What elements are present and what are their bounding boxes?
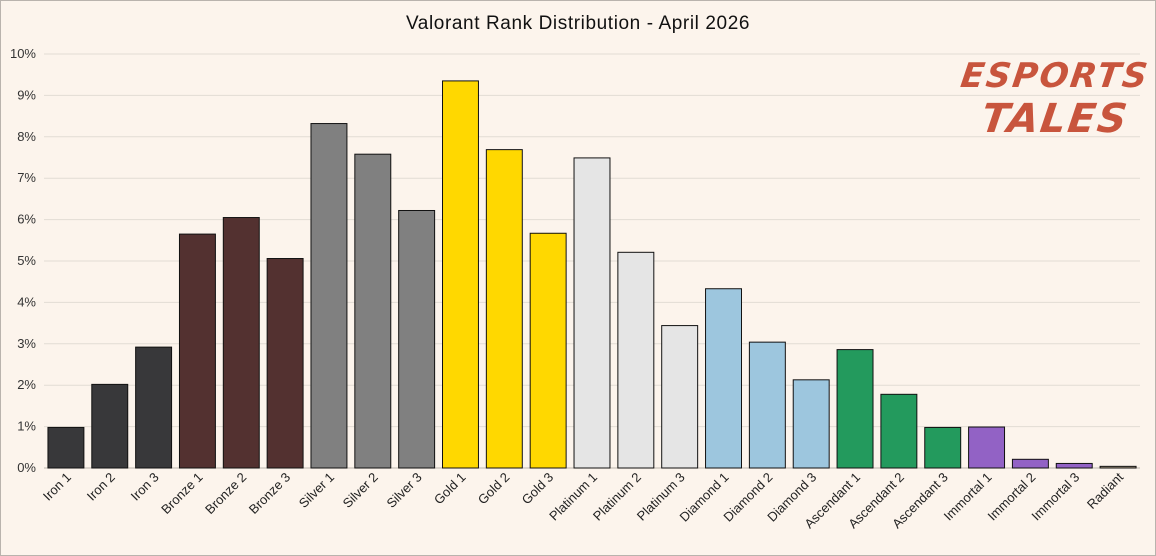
bar-silver-3 xyxy=(398,209,436,469)
bar-gold-1 xyxy=(442,80,479,469)
bar-iron-2 xyxy=(91,383,129,469)
x-tick-label: Immortal 3 xyxy=(1028,470,1082,524)
bar-immortal-2 xyxy=(1011,458,1049,469)
bar-platinum-1 xyxy=(573,157,611,469)
bar-iron-1 xyxy=(47,426,85,469)
x-tick-label: Bronze 3 xyxy=(246,470,293,517)
y-tick-label: 1% xyxy=(17,419,36,434)
x-tick-label: Silver 2 xyxy=(340,470,381,511)
bar-immortal-3 xyxy=(1055,462,1093,469)
x-tick-label: Iron 2 xyxy=(84,470,118,504)
bar-ascendant-1 xyxy=(836,349,874,469)
y-tick-label: 4% xyxy=(17,294,36,309)
bar-platinum-3 xyxy=(661,325,699,469)
bars xyxy=(47,80,1137,469)
bar-platinum-2 xyxy=(617,251,655,469)
bar-diamond-2 xyxy=(748,341,786,469)
esports-tales-logo: ESPORTS TALES xyxy=(958,56,1152,156)
x-tick-label: Gold 3 xyxy=(519,470,557,508)
y-tick-label: 9% xyxy=(17,87,36,102)
y-tick-label: 8% xyxy=(17,129,36,144)
logo-line-1: ESPORTS xyxy=(958,56,1152,96)
bar-silver-2 xyxy=(354,153,392,469)
x-tick-label: Gold 1 xyxy=(431,470,469,508)
bar-bronze-3 xyxy=(266,258,304,469)
logo-line-2: TALES xyxy=(978,96,1132,142)
x-tick-label: Iron 3 xyxy=(128,470,162,504)
y-tick-label: 5% xyxy=(17,253,36,268)
x-tick-label: Bronze 2 xyxy=(202,470,249,517)
bar-ascendant-2 xyxy=(880,393,918,469)
y-tick-label: 10% xyxy=(10,46,36,61)
x-tick-label: Bronze 1 xyxy=(158,470,205,517)
bar-gold-2 xyxy=(485,149,523,469)
x-tick-label: Silver 3 xyxy=(383,470,424,511)
bar-immortal-1 xyxy=(968,426,1006,469)
chart-title: Valorant Rank Distribution - April 2026 xyxy=(405,13,751,34)
x-tick-label: Iron 1 xyxy=(40,470,74,504)
bar-iron-3 xyxy=(135,346,173,469)
bar-silver-1 xyxy=(310,123,348,469)
y-tick-label: 6% xyxy=(17,212,36,227)
bar-diamond-3 xyxy=(792,379,830,469)
bar-diamond-1 xyxy=(705,288,742,469)
y-axis-ticks: 0% 1% 2% 3% 4% 5% 6% 7% 8% 9% 10% xyxy=(10,46,36,475)
y-tick-label: 7% xyxy=(17,170,36,185)
bar-ascendant-3 xyxy=(924,426,962,469)
y-tick-label: 2% xyxy=(17,377,36,392)
x-tick-label: Radiant xyxy=(1084,469,1127,512)
bar-radiant xyxy=(1099,465,1137,469)
bar-gold-3 xyxy=(529,232,567,469)
bar-bronze-2 xyxy=(222,217,260,469)
y-tick-label: 3% xyxy=(17,336,36,351)
y-tick-label: 0% xyxy=(17,460,36,475)
x-tick-label: Silver 1 xyxy=(296,470,337,511)
bar-bronze-1 xyxy=(178,233,216,469)
x-tick-label: Gold 2 xyxy=(475,470,513,508)
